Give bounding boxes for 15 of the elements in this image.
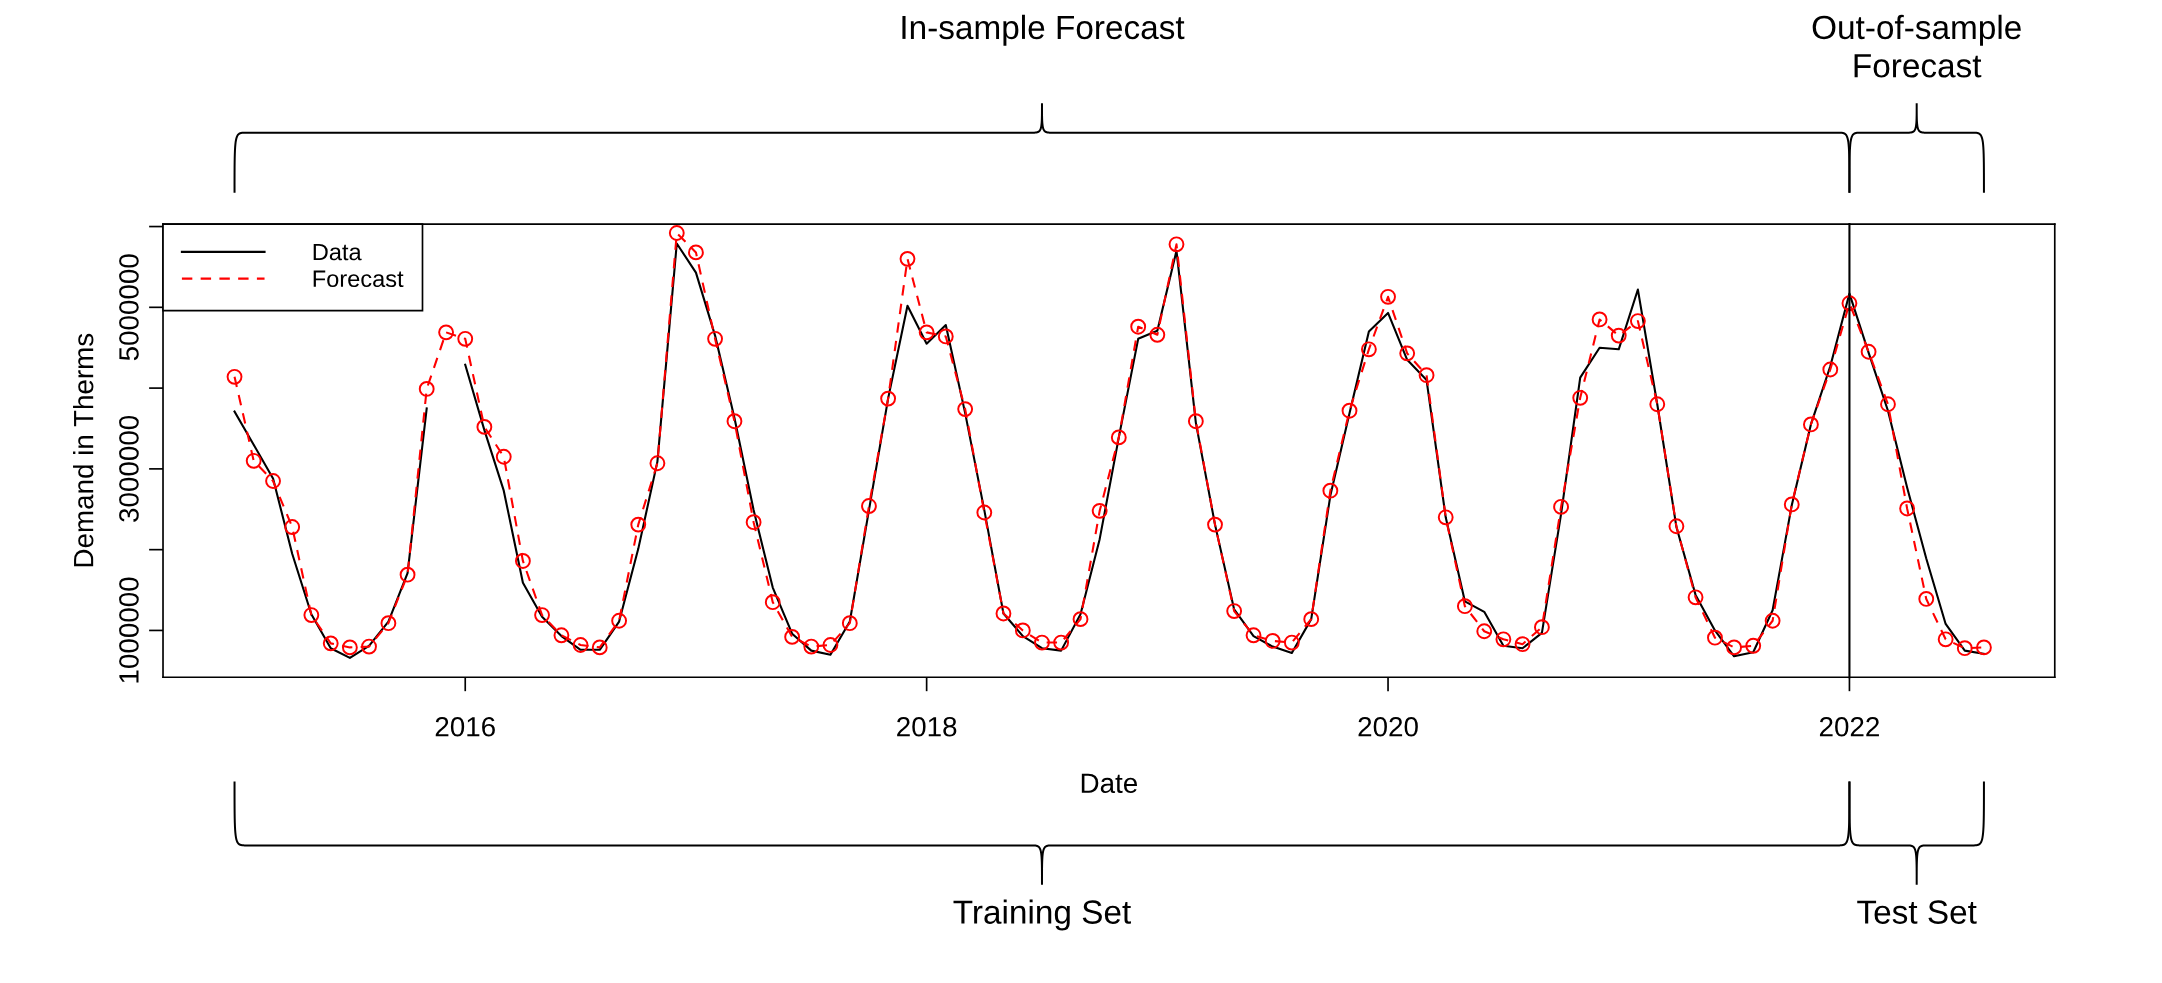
legend-label: Data (313, 243, 362, 261)
x-tick-label: 2022 (1819, 716, 1879, 737)
x-tick-label: 2018 (897, 716, 957, 737)
y-tick-label: 5000000 (119, 254, 139, 361)
text: Out-of-sample Forecast (1812, 14, 2021, 78)
text: Test Set (1857, 900, 1977, 924)
y-tick-label: 3000000 (119, 415, 139, 522)
y-tick-label: 1000000 (119, 577, 139, 683)
text: In-sample Forecast (902, 14, 1185, 46)
text: Training Set (953, 899, 1131, 931)
x-tick-label: 2016 (435, 716, 495, 737)
y-axis-title: Demand in Therms (73, 333, 94, 567)
legend-label: Forecast (313, 270, 404, 288)
x-axis-title: Date (1081, 773, 1137, 794)
x-tick-label: 2020 (1358, 716, 1418, 737)
